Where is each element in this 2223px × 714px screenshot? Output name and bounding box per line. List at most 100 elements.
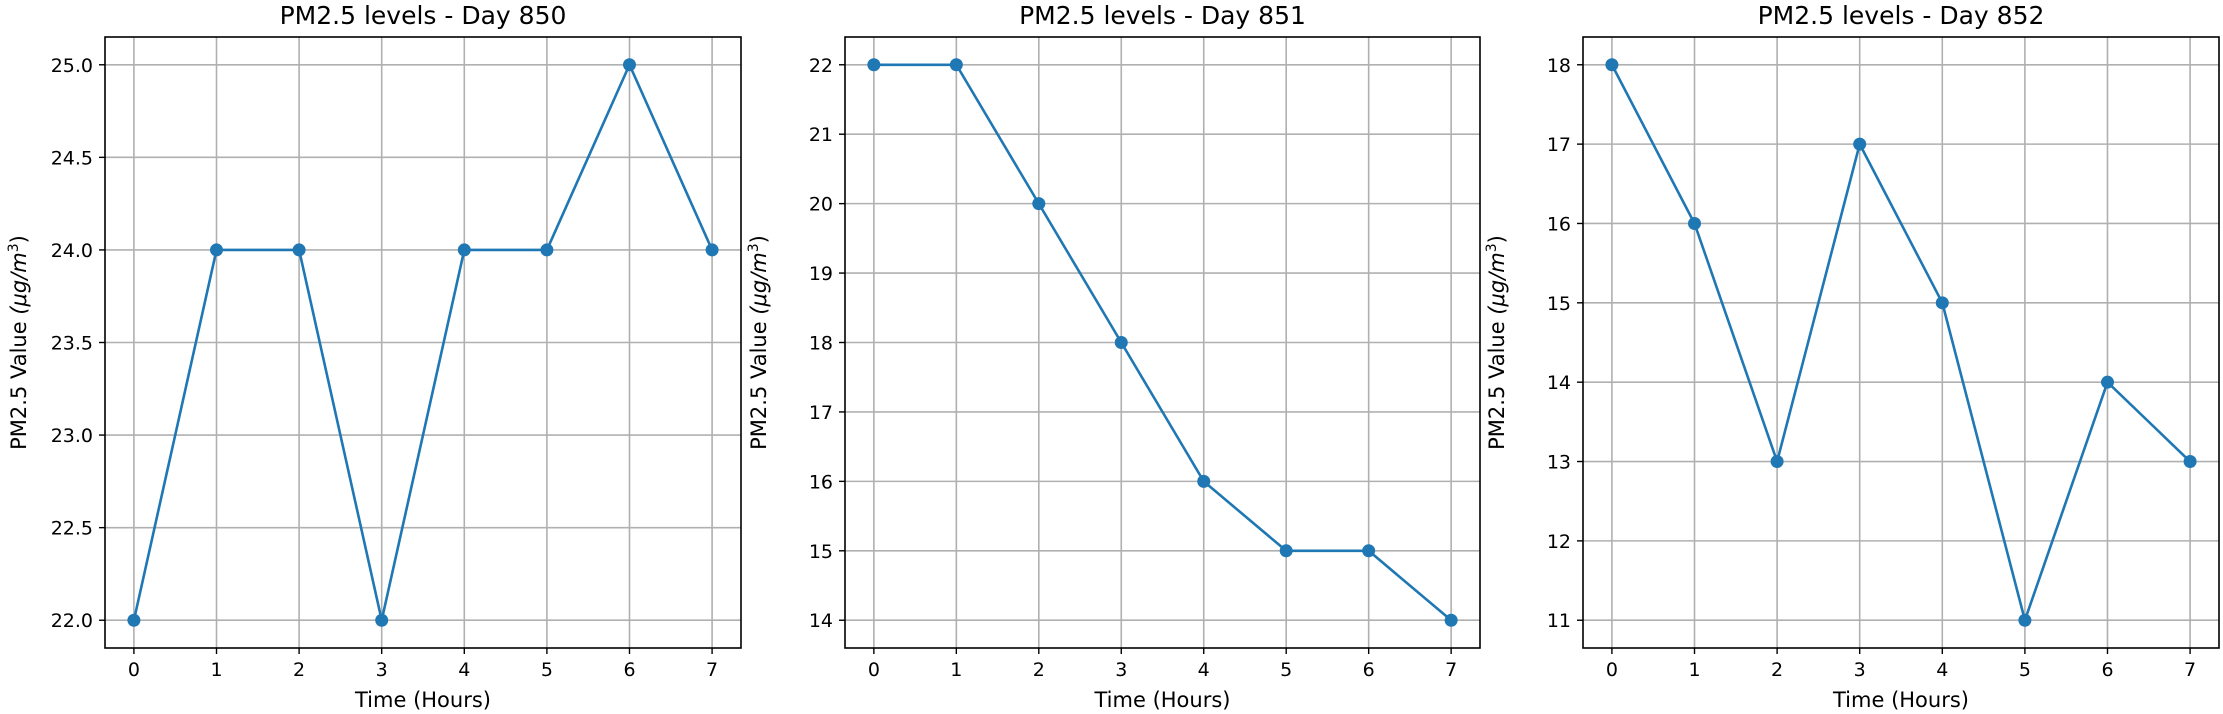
series-line (1610, 64, 2191, 622)
data-point (1853, 137, 1867, 151)
y-axis-label: PM2.5 Value (μg/m3) (1484, 235, 1509, 450)
y-tick-label: 23.5 (51, 333, 93, 355)
y-axis-label-exponent: 3 (1484, 243, 1500, 252)
x-tick-label: 2 (1771, 659, 1783, 681)
y-tick-label: 12 (1547, 531, 1571, 553)
y-tick-label: 19 (809, 263, 833, 285)
chart-title: PM2.5 levels - Day 852 (1758, 1, 2045, 30)
y-tick-label: 22.0 (51, 610, 93, 632)
y-axis-label-unit: (μg/m (7, 252, 31, 314)
x-tick-label: 6 (2101, 659, 2113, 681)
x-tick-label: 0 (868, 659, 880, 681)
y-axis-label-unit-close: ) (747, 235, 771, 243)
x-tick-label: 4 (1936, 659, 1948, 681)
data-point (540, 243, 554, 257)
x-tick-label: 2 (1033, 659, 1045, 681)
data-point (210, 243, 224, 257)
y-axis-label: PM2.5 Value (μg/m3) (6, 235, 31, 450)
y-tick-label: 22 (809, 55, 833, 77)
y-tick-label: 15 (809, 541, 833, 563)
y-tick-label: 18 (1547, 55, 1571, 77)
y-tick-label: 18 (809, 333, 833, 355)
x-tick-label: 6 (623, 659, 635, 681)
series-line (132, 63, 714, 622)
y-tick-label: 21 (809, 124, 833, 146)
y-axis-label-text: PM2.5 Value (1485, 315, 1509, 450)
data-point (1605, 58, 1619, 72)
x-tick-label: 1 (210, 659, 222, 681)
x-axis-label: Time (Hours) (1832, 688, 1969, 712)
y-tick-label: 24.5 (51, 147, 93, 169)
y-tick-label: 14 (809, 610, 833, 632)
x-tick-label: 1 (950, 659, 962, 681)
data-point (1197, 474, 1211, 488)
y-tick-label: 25.0 (51, 55, 93, 77)
data-point (949, 58, 963, 72)
y-tick-label: 14 (1547, 372, 1571, 394)
y-tick-label: 22.5 (51, 518, 93, 540)
plot-frame (104, 36, 742, 649)
series-line (873, 63, 1452, 622)
data-point (622, 58, 636, 72)
x-tick-label: 3 (1854, 659, 1866, 681)
y-axis-label-unit: (μg/m (1485, 252, 1509, 314)
x-tick-label: 0 (128, 659, 140, 681)
data-point (292, 243, 306, 257)
data-point (457, 243, 471, 257)
data-point (1114, 336, 1128, 349)
y-tick-label: 17 (809, 402, 833, 424)
data-point (2100, 375, 2114, 389)
chart-panel-2: 0 1 2 3 4 5 6 7 14 15 16 17 18 19 20 21 22 PM2.5 levels -… (746, 1, 1481, 712)
y-axis-label-exponent: 3 (746, 243, 762, 252)
y-tick-label: 16 (1547, 213, 1571, 235)
data-point (1032, 197, 1046, 211)
data-point (1770, 455, 1784, 469)
y-tick-label: 15 (1547, 293, 1571, 315)
plot-frame (1582, 36, 2220, 649)
y-tick-label: 16 (809, 471, 833, 493)
y-axis-label-exponent: 3 (6, 243, 22, 252)
y-axis-label: PM2.5 Value (μg/m3) (746, 235, 771, 450)
data-point (1935, 296, 1949, 310)
data-point (1362, 544, 1376, 558)
data-point (127, 613, 141, 627)
x-tick-label: 7 (706, 659, 718, 681)
x-tick-label: 3 (1115, 659, 1127, 681)
y-axis-label-unit: (μg/m (747, 252, 771, 314)
x-axis-label: Time (Hours) (1094, 688, 1231, 712)
y-tick-label: 24.0 (51, 240, 93, 262)
data-point (867, 58, 881, 72)
y-tick-label: 13 (1547, 452, 1571, 474)
x-tick-label: 2 (293, 659, 305, 681)
data-point (1444, 613, 1458, 627)
x-tick-label: 7 (1445, 659, 1457, 681)
y-axis-label-unit-close: ) (7, 235, 31, 243)
y-tick-label: 17 (1547, 134, 1571, 156)
chart-title: PM2.5 levels - Day 851 (1019, 1, 1306, 30)
x-tick-label: 5 (541, 659, 553, 681)
x-tick-label: 3 (376, 659, 388, 681)
y-axis-label-unit-close: ) (1485, 235, 1509, 243)
data-point (2183, 455, 2197, 469)
x-tick-label: 7 (2184, 659, 2196, 681)
chart-title: PM2.5 levels - Day 850 (280, 1, 567, 30)
x-tick-label: 1 (1688, 659, 1700, 681)
data-point (2018, 613, 2032, 627)
x-axis-label: Time (Hours) (354, 688, 491, 712)
x-tick-label: 0 (1606, 659, 1618, 681)
x-tick-label: 5 (1280, 659, 1292, 681)
data-point (705, 243, 719, 257)
x-tick-label: 5 (2019, 659, 2031, 681)
data-point (375, 613, 389, 627)
chart-panel-1: 0 1 2 3 4 5 6 7 22.0 22.5 23.0 23.5 24.0 24.5 25.0 PM2.… (6, 1, 742, 712)
y-axis-label-text: PM2.5 Value (7, 315, 31, 450)
x-tick-label: 4 (458, 659, 470, 681)
x-tick-label: 4 (1198, 659, 1210, 681)
data-point (1279, 544, 1293, 558)
y-tick-label: 11 (1547, 610, 1571, 632)
x-tick-label: 6 (1363, 659, 1375, 681)
y-axis-label-text: PM2.5 Value (747, 315, 771, 450)
data-point (1688, 216, 1702, 230)
